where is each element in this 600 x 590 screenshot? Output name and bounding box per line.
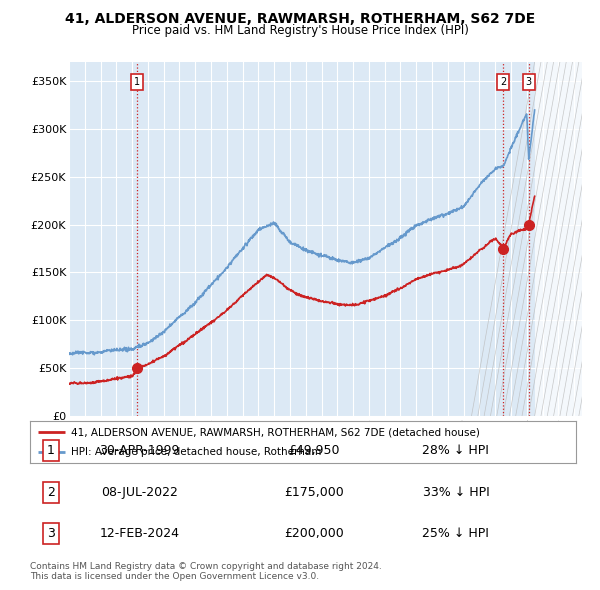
Text: 25% ↓ HPI: 25% ↓ HPI (422, 527, 490, 540)
Text: 33% ↓ HPI: 33% ↓ HPI (422, 486, 489, 499)
Text: 1: 1 (47, 444, 55, 457)
Text: 30-APR-1999: 30-APR-1999 (99, 444, 179, 457)
Text: 08-JUL-2022: 08-JUL-2022 (101, 486, 178, 499)
Text: 41, ALDERSON AVENUE, RAWMARSH, ROTHERHAM, S62 7DE: 41, ALDERSON AVENUE, RAWMARSH, ROTHERHAM… (65, 12, 535, 26)
Text: 12-FEB-2024: 12-FEB-2024 (99, 527, 179, 540)
Text: 1: 1 (134, 77, 140, 87)
Text: £175,000: £175,000 (284, 486, 344, 499)
Text: 2: 2 (47, 486, 55, 499)
Text: 28% ↓ HPI: 28% ↓ HPI (422, 444, 490, 457)
Text: £49,950: £49,950 (288, 444, 340, 457)
Text: 41, ALDERSON AVENUE, RAWMARSH, ROTHERHAM, S62 7DE (detached house): 41, ALDERSON AVENUE, RAWMARSH, ROTHERHAM… (71, 427, 480, 437)
Text: 3: 3 (47, 527, 55, 540)
Text: 3: 3 (526, 77, 532, 87)
Text: HPI: Average price, detached house, Rotherham: HPI: Average price, detached house, Roth… (71, 447, 322, 457)
Text: Contains HM Land Registry data © Crown copyright and database right 2024.
This d: Contains HM Land Registry data © Crown c… (30, 562, 382, 581)
Text: 2: 2 (500, 77, 506, 87)
Text: Price paid vs. HM Land Registry's House Price Index (HPI): Price paid vs. HM Land Registry's House … (131, 24, 469, 37)
Text: £200,000: £200,000 (284, 527, 344, 540)
